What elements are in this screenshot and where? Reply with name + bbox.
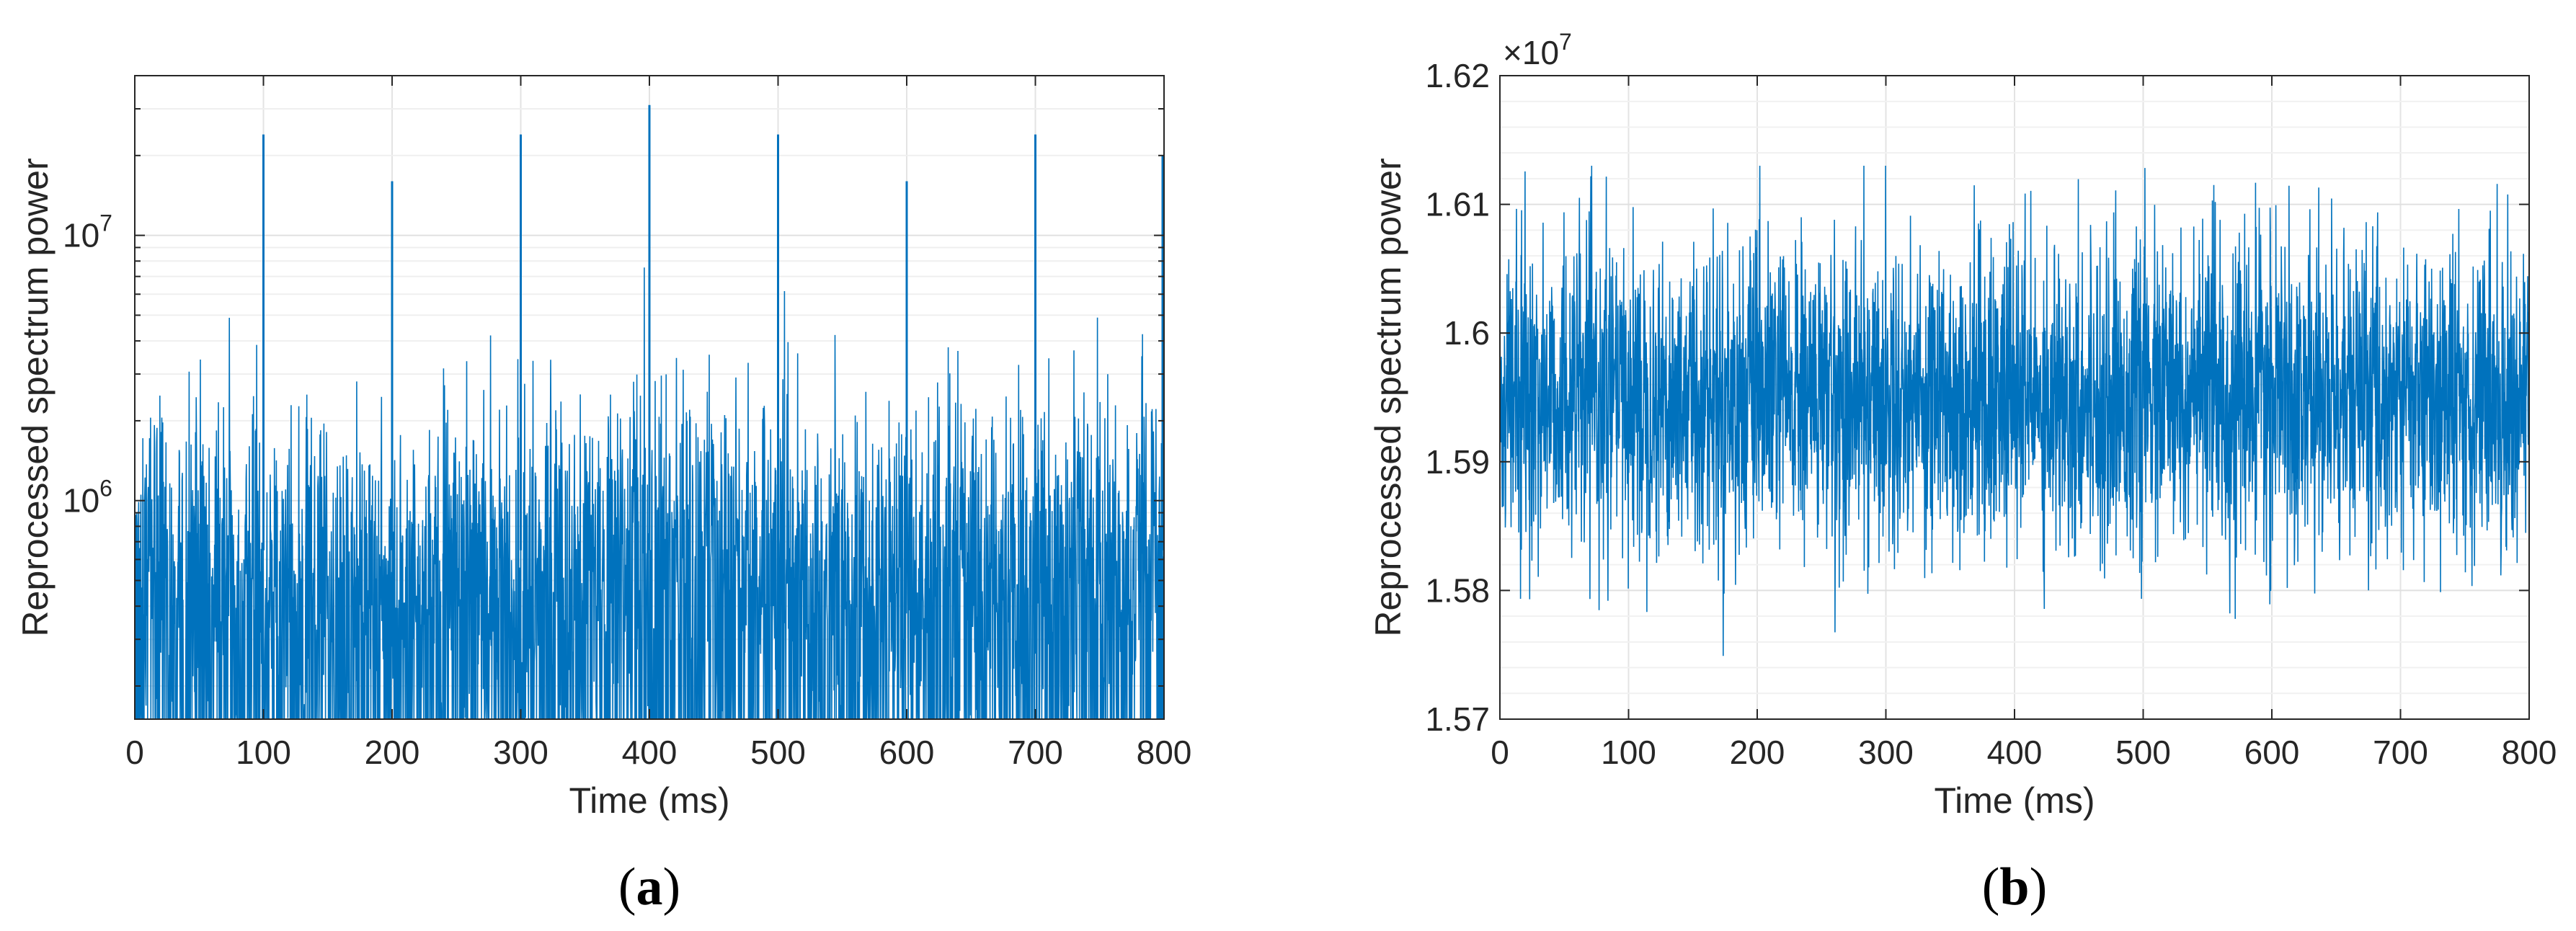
panel-b-x-tick-label: 200 (1730, 734, 1785, 771)
panel-b-x-axis-label: Time (ms) (1934, 780, 2095, 821)
panel-b-x-tick-label: 800 (2502, 734, 2557, 771)
panel-a-x-tick-label: 800 (1137, 734, 1192, 771)
panel-b-noise-line (1499, 165, 2530, 656)
panel-a-x-tick-label: 400 (622, 734, 678, 771)
panel-a-y-tick-label: 106 (63, 476, 112, 520)
panel-b-x-tick-label: 300 (1858, 734, 1914, 771)
panel-b-y-tick-label: 1.61 (1425, 186, 1490, 223)
panel-b-series (1499, 165, 2530, 656)
panel-b-x-tick-label: 400 (1987, 734, 2043, 771)
panel-b-ticks: 0 100 200 300 400 500 600 700 800 1.57 1.58 1.59 1.6… (1425, 57, 2557, 771)
panel-b: 0 100 200 300 400 500 600 700 800 1.57 1.58 1.59 1.6… (1368, 29, 2557, 917)
panel-b-y-tick-label: 1.57 (1425, 700, 1490, 738)
panel-b-y-multiplier-exponent: 7 (1559, 29, 1572, 55)
panel-b-y-tick-label: 1.6 (1444, 314, 1490, 352)
panel-b-y-axis-label: Reprocessed spectrum power (1368, 158, 1408, 636)
panel-a-x-tick-label: 300 (493, 734, 548, 771)
panel-a-x-tick-label: 700 (1008, 734, 1063, 771)
panel-a-x-tick-label: 600 (879, 734, 935, 771)
panel-a-x-tick-label: 500 (750, 734, 806, 771)
panel-b-caption-label: (b) (1982, 858, 2047, 917)
panel-b-x-tick-label: 100 (1601, 734, 1656, 771)
panel-b-y-tick-label: 1.62 (1425, 57, 1490, 94)
panel-b-x-tick-label: 600 (2244, 734, 2300, 771)
panel-a-series (134, 104, 1165, 720)
panel-a-caption-label: (a) (618, 858, 680, 917)
panel-a-caption-letter: a (636, 858, 663, 917)
panel-b-x-tick-label: 700 (2373, 734, 2428, 771)
panel-a-x-tick-label: 200 (365, 734, 420, 771)
panel-a-y-tick-exponent: 7 (99, 210, 112, 236)
panel-b-x-tick-label: 500 (2115, 734, 2171, 771)
panel-a-y-tick-label: 107 (63, 210, 112, 254)
panel-a-y-tick-base: 10 (63, 482, 99, 520)
panel-a-y-tick-base: 10 (63, 217, 99, 254)
panel-b-caption-letter: b (1999, 858, 2029, 917)
panel-a-x-tick-label: 0 (125, 734, 144, 771)
panel-a-x-tick-label: 100 (236, 734, 291, 771)
panel-b-y-multiplier-base: 10 (1522, 34, 1559, 71)
panel-b-y-tick-label: 1.58 (1425, 571, 1490, 609)
panel-b-y-multiplier: ×107 (1503, 29, 1572, 71)
panel-a-y-tick-exponent: 6 (99, 476, 112, 502)
panel-b-y-tick-label: 1.59 (1425, 443, 1490, 481)
panel-a-y-axis-label: Reprocessed spectrum power (15, 158, 55, 636)
panel-a-x-axis-label: Time (ms) (569, 780, 729, 821)
panel-b-x-tick-label: 0 (1491, 734, 1509, 771)
